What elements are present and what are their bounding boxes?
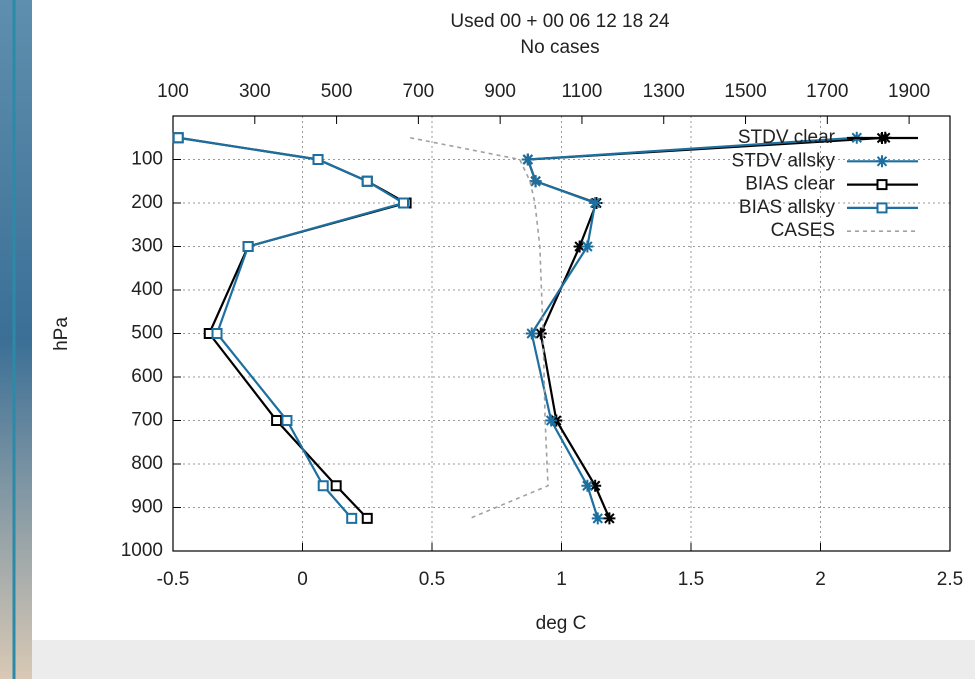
data-point — [589, 197, 602, 209]
data-point — [281, 415, 293, 426]
data-point — [581, 479, 594, 492]
y-tick-label: 900 — [131, 497, 163, 518]
y-tick-label: 1000 — [121, 540, 163, 561]
data-point — [317, 480, 329, 492]
y-tick-label: 800 — [131, 453, 163, 474]
y-tick-label: 400 — [131, 279, 163, 300]
data-point — [603, 512, 616, 525]
legend-label: STDV clear — [738, 127, 836, 148]
legend-marker — [876, 179, 888, 191]
x-tick-label: 0.5 — [419, 569, 445, 590]
legend-label: BIAS clear — [745, 174, 835, 195]
data-point — [529, 175, 542, 188]
y-tick-label: 600 — [131, 366, 163, 387]
data-point — [525, 327, 538, 340]
y-tick-label: 300 — [131, 236, 163, 257]
x2-tick-label: 1100 — [562, 81, 603, 102]
data-point — [330, 480, 342, 492]
data-point — [242, 241, 254, 252]
legend-label: BIAS allsky — [739, 197, 836, 218]
side-strip — [0, 0, 32, 679]
data-point — [361, 175, 373, 187]
x2-tick-label: 1900 — [888, 81, 930, 102]
x2-tick-label: 1700 — [806, 81, 848, 102]
y-tick-label: 500 — [131, 323, 163, 344]
y-tick-label: 700 — [131, 410, 163, 431]
legend-label: STDV allsky — [732, 150, 836, 171]
x2-tick-label: 1500 — [724, 81, 766, 102]
data-point — [589, 479, 602, 492]
data-point — [211, 328, 223, 339]
series-line — [410, 136, 549, 520]
x2-tick-label: 700 — [403, 81, 435, 102]
x-tick-label: -0.5 — [157, 569, 190, 590]
x2-tick-label: 900 — [484, 81, 516, 102]
data-point — [573, 240, 586, 253]
data-point — [398, 197, 410, 209]
y-axis-label: hPa — [51, 317, 72, 351]
x-tick-label: 2.5 — [937, 569, 963, 590]
x-tick-label: 2 — [815, 569, 826, 590]
data-point — [172, 132, 184, 144]
data-point — [534, 327, 547, 340]
data-point — [521, 153, 534, 166]
chart-subtitle: No cases — [520, 37, 599, 58]
data-point — [581, 240, 594, 253]
data-point — [591, 512, 604, 525]
x-tick-label: 1 — [556, 569, 567, 590]
legend-label: CASES — [771, 220, 835, 241]
data-point — [545, 414, 558, 427]
x-tick-label: 1.5 — [678, 569, 704, 590]
data-point — [346, 512, 358, 524]
legend-marker — [876, 155, 888, 168]
y-tick-label: 100 — [131, 149, 163, 170]
plot: 100 200 300 400 500 600 700 800 900 1000 -0.5 0 0.5 1… — [121, 81, 963, 590]
x2-tick-label: 500 — [321, 81, 353, 102]
x-tick-label: 0 — [297, 569, 308, 590]
chart-title: Used 00 + 00 06 12 18 24 — [450, 11, 670, 32]
legend-marker — [876, 202, 888, 214]
x2-tick-label: 1300 — [643, 81, 685, 102]
data-point — [361, 512, 373, 524]
y-tick-label: 200 — [131, 192, 163, 213]
data-point — [271, 415, 283, 426]
x-axis-label: deg C — [536, 613, 587, 634]
x2-tick-label: 300 — [239, 81, 271, 102]
legend-marker — [876, 132, 888, 144]
panel — [32, 0, 975, 640]
plot-frame — [172, 115, 951, 552]
x2-tick-label: 100 — [157, 81, 189, 102]
data-point — [312, 154, 324, 165]
